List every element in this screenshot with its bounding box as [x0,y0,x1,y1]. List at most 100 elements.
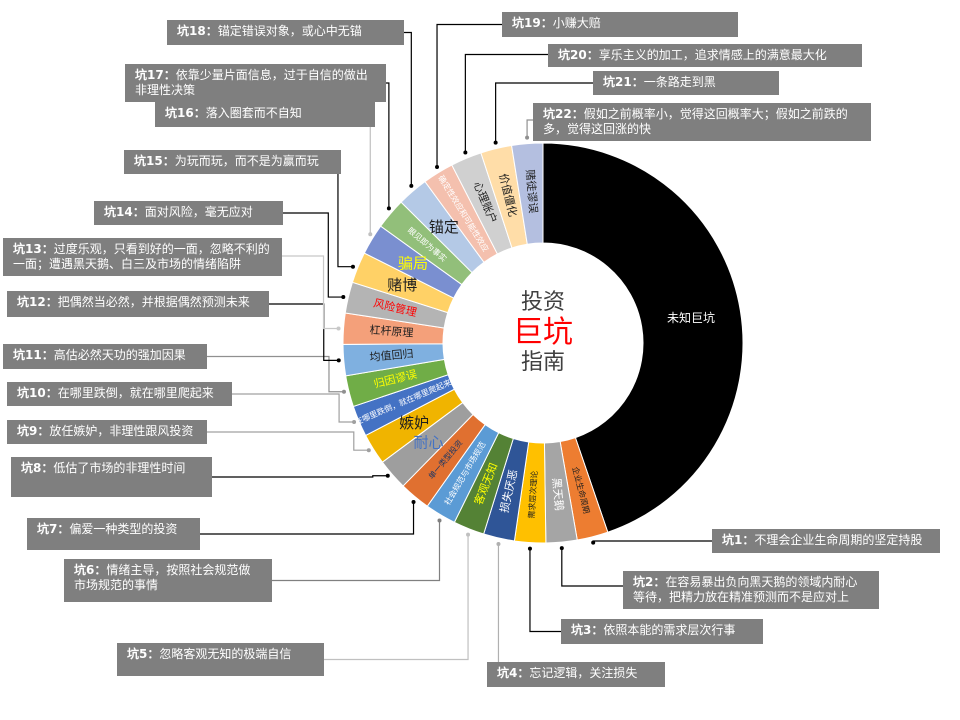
segment-unknown [542,142,744,533]
callout-pit21: 坑21：一条路走到黑 [593,71,779,95]
callout-text: 忘记逻辑，关注损失 [529,666,638,680]
arrowhead-pit4 [496,542,501,547]
arrowhead-pit17 [386,206,391,211]
callout-number: 坑16： [165,106,206,120]
connector-pit13 [282,255,338,330]
arrowhead-pit6 [437,518,442,523]
callout-number: 坑3： [571,623,604,637]
donut-segments [342,142,744,544]
segment-pit22 [510,142,544,245]
callout-text: 面对风险，毫无应对 [144,205,253,219]
arrowhead-pit18 [409,183,414,188]
callout-text: 在哪里跌倒，就在哪里爬起来 [57,386,214,400]
callout-pit15: 坑15：为玩而玩，而不是为赢而玩 [124,150,341,174]
callout-text: 锚定错误对象，或心中无锚 [217,24,362,38]
arrowhead-pit5 [466,532,471,537]
callout-number: 坑19： [512,16,553,30]
center-title-line2: 巨坑 [513,315,573,350]
connector-pit8 [212,475,387,478]
connector-pit2 [561,548,623,587]
callout-number: 坑15： [134,154,175,168]
callout-number: 坑7： [37,522,70,536]
connector-pit7 [200,502,415,535]
callout-number: 坑20： [558,48,599,62]
callout-pit7: 坑7：偏爱一种类型的投资 [27,518,200,550]
segment-label-pit9: 嫉妒 [399,414,429,432]
callout-pit11: 坑11：高估必然天功的强加因果 [3,344,207,369]
callout-text: 过度乐观，只看到好的一面，忽略不利的一面；遭遇黑天鹅、白三及市场的情绪陷阱 [13,242,270,271]
callout-text: 享乐主义的加工，追求情感上的满意最大化 [598,48,827,62]
arrowhead-pit8 [385,473,390,478]
segment-label-pit13: 杠杆原理 [369,323,414,340]
callout-pit20: 坑20：享乐主义的加工，追求情感上的满意最大化 [548,44,862,67]
callout-pit10: 坑10：在哪里跌倒，就在哪里爬起来 [7,382,232,406]
segment-label-pit8: 耐心 [413,433,443,451]
callout-pit19: 坑19：小赚大赔 [502,12,738,37]
callout-number: 坑8： [21,461,54,475]
segment-label-pit15: 赌博 [387,276,417,294]
callout-number: 坑14： [104,205,145,219]
connector-pit11 [207,355,343,393]
segment-label-unknown: 未知巨坑 [667,310,715,325]
arrowhead-pit13 [336,326,341,331]
callout-text: 一条路走到黑 [643,75,716,89]
segment-label-pit3: 需求层次理论 [526,470,539,519]
callout-text: 放任嫉妒，非理性跟风投资 [49,424,194,438]
arrowhead-pit22 [525,135,530,140]
callout-pit5: 坑5：忽略客观无知的极端自信 [117,643,324,676]
arrowhead-pit19 [435,165,440,170]
arrowhead-pit3 [527,546,532,551]
connector-pit20 [464,53,548,153]
arrowhead-pit14 [341,295,346,300]
arrowhead-pit16 [368,232,373,237]
callout-text: 假如之前概率小，觉得这回概率大；假如之前跌的多，觉得这回涨的快 [543,107,848,136]
callout-number: 坑13： [13,242,54,256]
callout-number: 坑4： [497,666,530,680]
connector-pit9 [207,431,368,451]
connector-pit14 [283,212,343,298]
callout-text: 为玩而玩，而不是为赢而玩 [174,154,319,168]
segment-label-pit22: 赌徒谬误 [523,169,540,214]
arrowhead-pit10 [352,419,357,424]
callout-text: 不理会企业生命周期的坚定持股 [754,533,923,547]
center-title-line1: 投资 [520,290,565,315]
arrowhead-pit21 [493,140,498,145]
arrowhead-pit1 [591,540,596,545]
callout-text: 情绪主导，按照社会规范做市场规范的事情 [74,563,251,592]
callout-number: 坑12： [17,295,58,309]
callout-number: 坑11： [13,348,54,362]
arrowhead-pit9 [366,448,371,453]
segment-label-pit2: 黑天鹅 [550,477,567,511]
connector-lines [200,23,712,676]
connector-pit18 [404,31,412,186]
callout-text: 依照本能的需求层次行事 [603,623,736,637]
callout-number: 坑17： [135,68,176,82]
callout-text: 依靠少量片面信息，过于自信的做出非理性决策 [135,68,368,97]
connector-pit4 [487,544,500,676]
callout-text: 把偶然当必然，并根据偶然预测未来 [57,295,250,309]
callout-pit3: 坑3：依照本能的需求层次行事 [561,619,763,644]
segment-label-pit12: 均值回归 [369,346,414,364]
callout-pit18: 坑18：锚定错误对象，或心中无锚 [167,20,404,45]
callout-text: 偏爱一种类型的投资 [69,522,178,536]
callout-number: 坑6： [74,563,107,577]
callout-pit13: 坑13：过度乐观，只看到好的一面，忽略不利的一面；遭遇黑天鹅、白三及市场的情绪陷… [3,238,282,276]
callout-pit9: 坑9：放任嫉妒，非理性跟风投资 [7,420,207,444]
arrowhead-pit15 [350,264,355,269]
callout-text: 落入圈套而不自知 [205,106,302,120]
connector-pit16 [369,113,375,235]
connector-pit19 [436,23,502,168]
callout-pit14: 坑14：面对风险，毫无应对 [94,201,283,225]
callout-number: 坑18： [177,24,218,38]
callout-number: 坑22： [543,107,584,121]
callout-pit4: 坑4：忘记逻辑，关注损失 [487,662,665,687]
callout-pit6: 坑6：情绪主导，按照社会规范做市场规范的事情 [64,559,272,602]
callout-text: 小赚大赔 [552,16,601,30]
arrowhead-pit20 [463,150,468,155]
connector-arrows [336,135,596,551]
callout-pit17: 坑17：依靠少量片面信息，过于自信的做出非理性决策 [125,64,386,102]
callout-number: 坑9： [17,424,50,438]
arrowhead-pit12 [336,358,341,363]
connector-pit22 [526,119,533,138]
